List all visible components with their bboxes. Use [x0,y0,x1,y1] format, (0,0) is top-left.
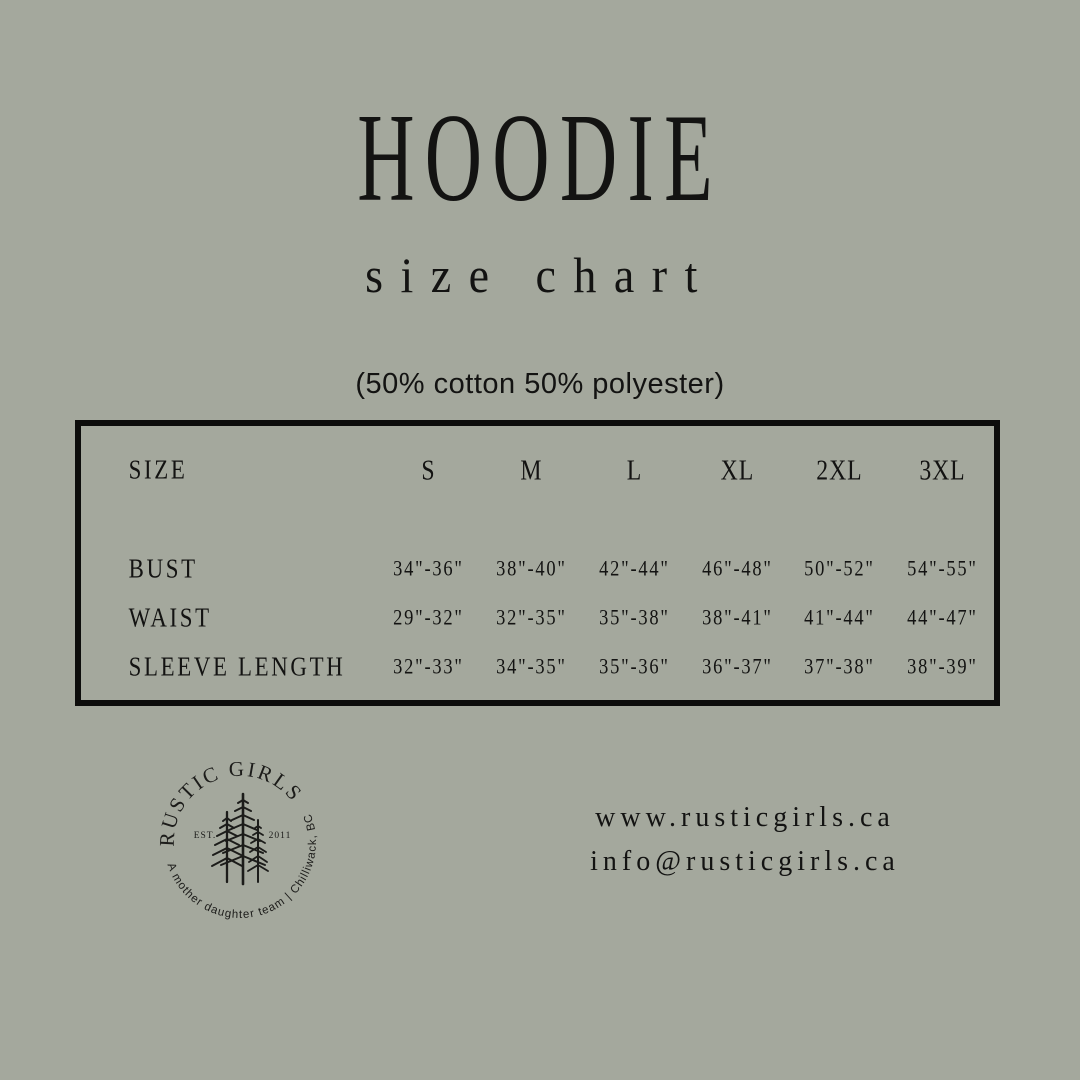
est-label: EST. [194,831,217,841]
page-title: HOODIE [357,87,723,228]
email-text: info@rusticgirls.ca [590,846,900,877]
measurement-cell: 50"-52" [804,555,876,581]
year-label: 2011 [269,831,292,841]
table-row: BUST 34"-36" 38"-40" 42"-44" 46"-48" 50"-52" 5… [81,544,994,593]
row-label: BUST [128,552,198,584]
column-header-l: L [626,453,642,486]
measurement-cell: 38"-39" [907,653,978,679]
website-text: www.rusticgirls.ca [595,802,895,833]
measurement-cell: 44"-47" [907,604,978,630]
measurement-cell: 34"-35" [495,653,567,679]
tagline-arc-text: A mother daughter team | Chilliwack, BC [164,811,341,943]
page-subtitle: size chart [365,247,715,303]
brand-logo: EST. 2011 RUSTIC GIRLS A mother daughter… [134,734,341,944]
measurement-cell: 35"-36" [598,653,670,679]
material-note: (50% cotton 50% polyester) [355,368,725,400]
row-label: SLEEVE LENGTH [128,650,346,682]
measurement-cell: 38"-41" [701,604,773,630]
measurement-cell: 36"-37" [701,653,773,679]
column-header-m: M [520,453,543,486]
size-table: SIZE S M L XL 2XL 3XL BUST 34"-36" 38"-40" 42"-44… [75,420,1000,706]
table-row: WAIST 29"-32" 32"-35" 35"-38" 38"-41" 41"-44"… [81,593,994,642]
measurement-cell: 29"-32" [393,604,464,630]
measurement-cell: 35"-38" [598,604,670,630]
row-label: WAIST [128,601,212,633]
measurement-cell: 42"-44" [598,555,670,581]
measurement-cell: 46"-48" [701,555,773,581]
measurement-cell: 32"-33" [393,653,464,679]
measurement-cell: 34"-36" [393,555,464,581]
column-header-xl: XL [720,453,754,486]
table-row: SLEEVE LENGTH 32"-33" 34"-35" 35"-36" 36"-37… [81,642,994,691]
measurement-cell: 32"-35" [495,604,567,630]
column-header-2xl: 2XL [816,453,863,486]
size-table-header-row: SIZE S M L XL 2XL 3XL [81,450,994,490]
size-column-header: SIZE [128,454,188,485]
size-table-body: BUST 34"-36" 38"-40" 42"-44" 46"-48" 50"-52" 5… [81,544,994,691]
pine-trees-icon [211,792,269,886]
contact-block: www.rusticgirls.ca info@rusticgirls.ca [540,796,950,884]
column-header-s: S [421,453,436,486]
column-header-3xl: 3XL [919,453,966,486]
title-block: HOODIE size chart [0,87,1080,304]
measurement-cell: 38"-40" [495,555,567,581]
measurement-cell: 41"-44" [804,604,876,630]
measurement-cell: 54"-55" [907,555,978,581]
measurement-cell: 37"-38" [804,653,876,679]
